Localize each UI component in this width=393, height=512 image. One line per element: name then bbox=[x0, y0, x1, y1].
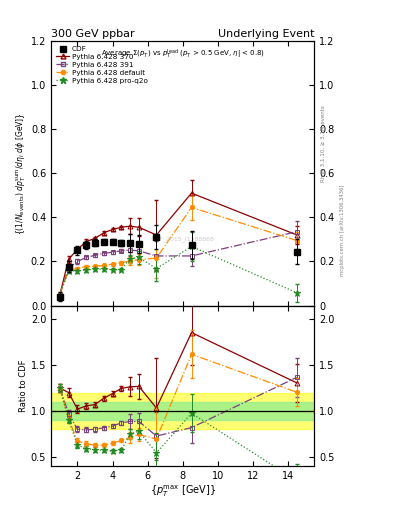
Y-axis label: Ratio to CDF: Ratio to CDF bbox=[19, 359, 28, 412]
Y-axis label: $\{(1/N_\mathrm{events})\ dp^\mathrm{sum}_T/d\eta_l\ d\phi\ [\mathrm{GeV}]\}$: $\{(1/N_\mathrm{events})\ dp^\mathrm{sum… bbox=[15, 112, 28, 234]
Text: mcplots.cern.ch [arXiv:1306.3436]: mcplots.cern.ch [arXiv:1306.3436] bbox=[340, 185, 345, 276]
Text: 300 GeV ppbar: 300 GeV ppbar bbox=[51, 29, 135, 39]
X-axis label: $\{p_T^\mathrm{max}\ [\mathrm{GeV}]\}$: $\{p_T^\mathrm{max}\ [\mathrm{GeV}]\}$ bbox=[150, 483, 216, 499]
Text: Underlying Event: Underlying Event bbox=[218, 29, 314, 39]
Text: Average $\Sigma$($p_T$) vs $p_T^\mathrm{lead}$ ($p_T$ > 0.5 GeV, $\eta$| < 0.8): Average $\Sigma$($p_T$) vs $p_T^\mathrm{… bbox=[101, 48, 265, 61]
Text: Rivet 3.1.10, ≥ 3.1M events: Rivet 3.1.10, ≥ 3.1M events bbox=[320, 105, 325, 182]
Legend: CDF, Pythia 6.428 370, Pythia 6.428 391, Pythia 6.428 default, Pythia 6.428 pro-: CDF, Pythia 6.428 370, Pythia 6.428 391,… bbox=[55, 45, 149, 85]
Text: CDF_2015_I1388868: CDF_2015_I1388868 bbox=[151, 237, 215, 242]
